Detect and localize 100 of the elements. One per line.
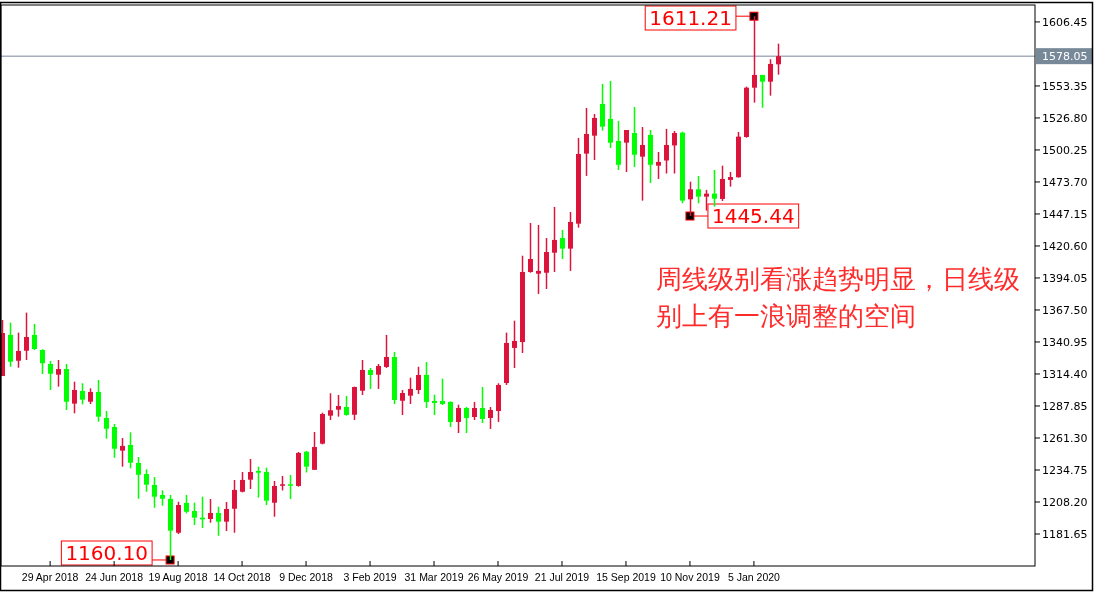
candlestick — [512, 319, 517, 369]
candlestick — [24, 311, 29, 361]
candlestick — [376, 363, 381, 390]
y-tick-label: 1287.85 — [1042, 399, 1088, 413]
annotation: 周线级别看涨趋势明显，日线级别上有一浪调整的空间 — [655, 264, 1020, 332]
candlestick — [232, 479, 237, 534]
y-tick-label: 1500.25 — [1042, 143, 1088, 157]
x-tick-label: 3 Feb 2019 — [343, 571, 397, 583]
candlestick — [640, 126, 645, 202]
ref-line-label: 1578.05 — [1042, 50, 1088, 64]
y-tick-label: 1261.30 — [1042, 431, 1088, 445]
candlestick — [16, 331, 21, 369]
candlestick — [248, 458, 253, 490]
y-tick-label: 1447.15 — [1042, 207, 1088, 221]
candlestick — [608, 80, 613, 149]
x-tick-label: 31 Mar 2019 — [404, 571, 464, 583]
candlestick — [336, 394, 341, 418]
y-tick-label: 1526.80 — [1042, 111, 1088, 125]
x-tick-label: 26 May 2019 — [467, 571, 529, 583]
x-tick-label: 21 Jul 2019 — [534, 571, 590, 583]
x-tick-label: 14 Oct 2018 — [213, 571, 271, 583]
y-tick-label: 1181.65 — [1042, 528, 1088, 541]
candlestick — [768, 58, 773, 97]
candlestick — [776, 42, 781, 76]
y-tick-label: 1606.45 — [1042, 15, 1088, 29]
candlestick — [584, 107, 589, 177]
candlestick — [72, 380, 77, 415]
candlestick — [664, 128, 669, 175]
candlestick — [456, 403, 461, 434]
candlestick — [56, 359, 61, 388]
x-tick-label: 5 Jan 2020 — [727, 571, 781, 583]
y-tick-label: 1553.35 — [1042, 79, 1088, 93]
y-tick-label: 1208.20 — [1042, 495, 1088, 509]
candlestick — [464, 406, 469, 434]
candlestick — [712, 169, 717, 208]
candlestick — [256, 465, 261, 499]
y-tick-label: 1473.70 — [1042, 175, 1088, 189]
candlestick — [400, 389, 405, 416]
candlestick — [360, 359, 365, 396]
y-tick-label: 1234.75 — [1042, 463, 1088, 477]
y-tick-label: 1367.50 — [1042, 303, 1088, 317]
candlestick — [80, 382, 85, 406]
candlestick — [408, 376, 413, 405]
candlestick — [600, 83, 605, 132]
annotation: 1611.21 — [649, 6, 732, 30]
candlestick — [152, 476, 157, 509]
x-tick-label: 24 Jun 2018 — [85, 571, 144, 583]
annotation: 1160.10 — [65, 541, 149, 565]
candlestick — [48, 360, 53, 391]
candlestick — [224, 501, 229, 532]
candlestick — [368, 367, 373, 390]
y-tick-label: 1420.60 — [1042, 239, 1088, 253]
candlestick — [672, 130, 677, 175]
candlestick — [536, 224, 541, 295]
candlestick — [592, 113, 597, 161]
candlestick — [216, 505, 221, 537]
candlestick — [560, 229, 565, 260]
candlestick — [704, 189, 709, 212]
candlestick — [528, 222, 533, 274]
candlestick — [552, 206, 557, 273]
y-tick-label: 1314.40 — [1042, 367, 1088, 381]
candlestick — [384, 334, 389, 369]
candlestick — [488, 406, 493, 430]
candlestick — [344, 395, 349, 417]
x-tick-label: 19 Aug 2018 — [148, 571, 208, 583]
candlestick — [40, 348, 45, 375]
candlestick — [144, 468, 149, 493]
x-tick-label: 15 Sep 2019 — [596, 571, 656, 583]
candlestick — [304, 450, 309, 474]
candlestick — [448, 400, 453, 428]
candlestick — [272, 480, 277, 518]
candlestick — [32, 323, 37, 351]
candlestick — [696, 175, 701, 205]
candlestick — [208, 498, 213, 524]
candlestick — [104, 410, 109, 440]
candlestick — [120, 437, 125, 468]
candlestick — [192, 501, 197, 526]
candlestick — [760, 74, 765, 109]
candlestick — [544, 237, 549, 290]
y-tick-label: 1394.05 — [1042, 271, 1088, 285]
candlestick — [472, 401, 477, 421]
candlestick — [432, 393, 437, 416]
candlestick — [328, 392, 333, 421]
candlestick — [616, 120, 621, 171]
candlestick — [480, 386, 485, 424]
candlestick — [112, 423, 117, 459]
x-tick-label: 29 Apr 2018 — [21, 571, 79, 583]
candlestick — [128, 431, 133, 470]
candlestick — [312, 431, 317, 471]
candlestick — [624, 129, 629, 173]
y-tick-label: 1340.95 — [1042, 335, 1088, 349]
candlestick — [184, 494, 189, 515]
candlestick — [288, 474, 293, 500]
x-tick-label: 9 Dec 2018 — [279, 571, 334, 583]
candlestick — [656, 151, 661, 180]
candlestick — [632, 106, 637, 168]
annotation: 1445.44 — [711, 204, 795, 229]
candlestick — [720, 164, 725, 202]
candlestick — [136, 456, 141, 500]
x-tick-label: 10 Nov 2019 — [660, 571, 720, 583]
